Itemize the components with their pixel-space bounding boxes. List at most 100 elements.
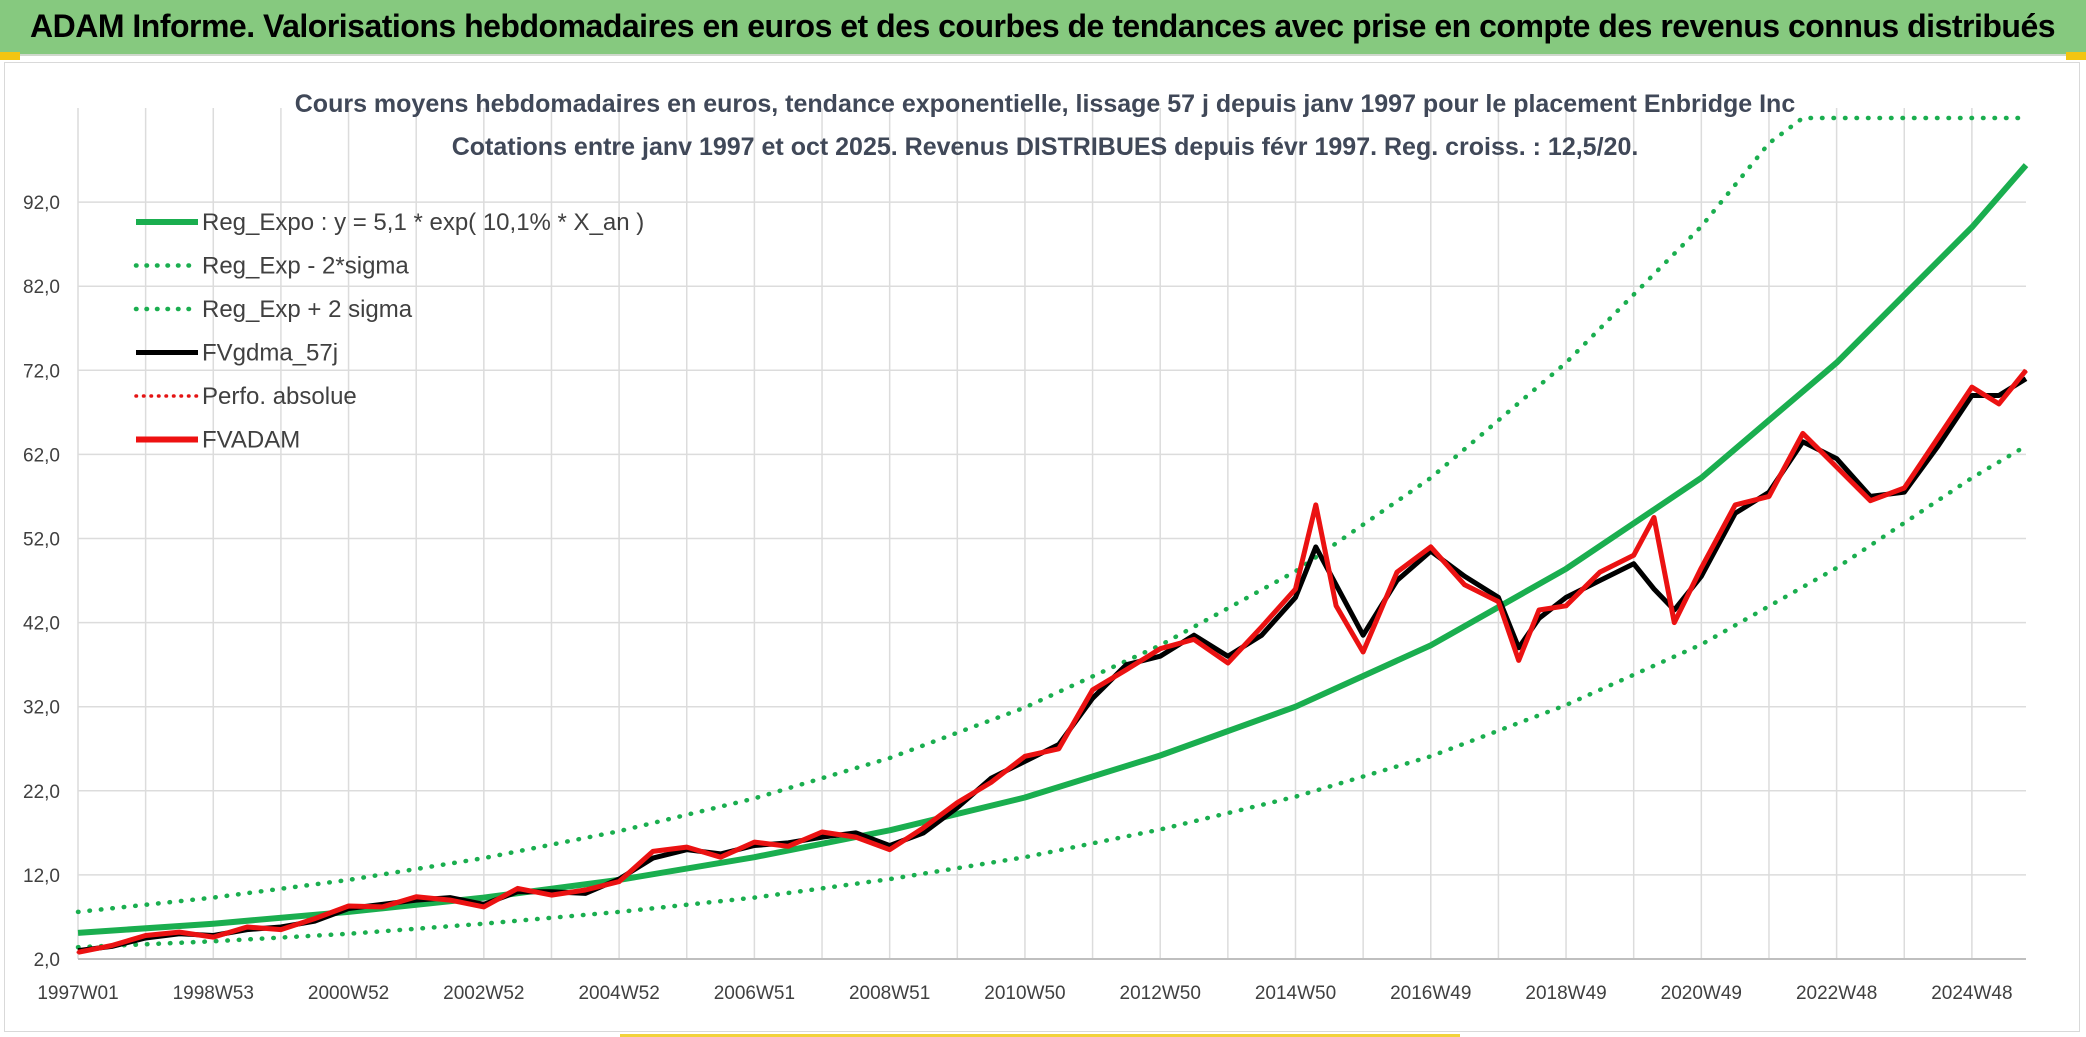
legend-label: Reg_Exp - 2*sigma xyxy=(202,253,409,280)
series-point xyxy=(618,881,620,883)
series-point xyxy=(1937,445,1939,447)
header-bar: ADAM Informe. Valorisations hebdomadaire… xyxy=(0,0,2086,56)
x-tick-label: 2016W49 xyxy=(1390,983,1471,1004)
series-point xyxy=(1126,664,1128,666)
series-point xyxy=(855,836,857,838)
series-point xyxy=(145,935,147,937)
series-point xyxy=(415,896,417,898)
series-point xyxy=(1870,500,1872,502)
y-tick-label: 72,0 xyxy=(23,361,60,382)
series-point xyxy=(1653,588,1655,590)
series-point xyxy=(1430,756,1432,758)
legend-label: Reg_Expo : y = 5,1 * exp( 10,1% * X_an ) xyxy=(202,209,644,236)
legend-label: FVADAM xyxy=(202,427,300,454)
series-point xyxy=(1998,403,2000,405)
series-point xyxy=(314,918,316,920)
series-point xyxy=(990,782,992,784)
series-point xyxy=(1295,597,1297,599)
series-point xyxy=(1024,761,1026,763)
series-point xyxy=(212,936,214,938)
series-point xyxy=(1734,512,1736,514)
series-point xyxy=(1836,466,1838,468)
series-line-2 xyxy=(75,115,2029,915)
series-point xyxy=(1396,580,1398,582)
corner-marker-right xyxy=(2066,52,2086,60)
series-point xyxy=(1701,644,1703,646)
series-point xyxy=(754,841,756,843)
series-point xyxy=(889,830,891,832)
series-point xyxy=(821,836,823,838)
series-point xyxy=(449,899,451,901)
series-point xyxy=(1971,395,1973,397)
x-tick-label: 2012W50 xyxy=(1120,983,1201,1004)
y-tick-label: 22,0 xyxy=(23,782,60,803)
legend-label: FVgdma_57j xyxy=(202,340,338,367)
series-point xyxy=(2025,370,2027,372)
series-point xyxy=(1599,571,1601,573)
series-point xyxy=(1538,609,1540,611)
series-point xyxy=(1058,748,1060,750)
series-point xyxy=(483,897,485,899)
series-point xyxy=(990,777,992,779)
x-tick-label: 2004W52 xyxy=(578,983,659,1004)
series-point xyxy=(77,946,79,948)
x-tick-label: 2020W49 xyxy=(1661,983,1742,1004)
series-point xyxy=(1565,568,1567,570)
y-tick-label: 12,0 xyxy=(23,866,60,887)
series-point xyxy=(1734,504,1736,506)
series-point xyxy=(1565,704,1567,706)
y-tick-label: 52,0 xyxy=(23,530,60,551)
series-point xyxy=(889,878,891,880)
series-point xyxy=(1193,634,1195,636)
series-point xyxy=(212,941,214,943)
series-point xyxy=(1701,477,1703,479)
chart-title-line-1: Cours moyens hebdomadaires en euros, ten… xyxy=(295,90,1796,118)
series-point xyxy=(77,951,79,953)
series-point xyxy=(1565,362,1567,364)
series-point xyxy=(1633,555,1635,557)
x-tick-label: 2006W51 xyxy=(714,983,795,1004)
series-point xyxy=(1971,227,1973,229)
series xyxy=(75,115,2029,955)
series-point xyxy=(1430,645,1432,647)
chart-frame xyxy=(4,62,2080,1032)
series-point xyxy=(348,905,350,907)
series-point xyxy=(787,846,789,848)
y-tick-label: 92,0 xyxy=(23,193,60,214)
series-point xyxy=(483,857,485,859)
series-point xyxy=(1565,597,1567,599)
series-point xyxy=(1159,655,1161,657)
series-point xyxy=(1092,697,1094,699)
x-tick-label: 2008W51 xyxy=(849,983,930,1004)
x-tick-label: 2000W52 xyxy=(308,983,389,1004)
series-point xyxy=(1295,706,1297,708)
x-tick-label: 1998W53 xyxy=(173,983,254,1004)
y-tick-label: 82,0 xyxy=(23,277,60,298)
series-point xyxy=(1768,142,1770,144)
series-point xyxy=(686,846,688,848)
x-tick-label: 2014W50 xyxy=(1255,983,1336,1004)
legend: Reg_Expo : y = 5,1 * exp( 10,1% * X_an )… xyxy=(133,209,644,454)
series-point xyxy=(1159,829,1161,831)
series-point xyxy=(1261,634,1263,636)
y-tick-label: 32,0 xyxy=(23,698,60,719)
series-point xyxy=(855,832,857,834)
series-point xyxy=(1335,605,1337,607)
series-point xyxy=(1518,647,1520,649)
series-line-0 xyxy=(77,163,2029,936)
series-point xyxy=(77,911,79,913)
series-point xyxy=(821,831,823,833)
series-point xyxy=(551,891,553,893)
series-point xyxy=(517,888,519,890)
series-point xyxy=(1673,622,1675,624)
series-point xyxy=(1126,669,1128,671)
series-point xyxy=(1430,546,1432,548)
series-point xyxy=(1701,226,1703,228)
series-point xyxy=(348,879,350,881)
series-point xyxy=(551,894,553,896)
x-tick-label: 1997W01 xyxy=(37,983,118,1004)
series-point xyxy=(584,889,586,891)
series-point xyxy=(1836,458,1838,460)
series-point xyxy=(1396,571,1398,573)
